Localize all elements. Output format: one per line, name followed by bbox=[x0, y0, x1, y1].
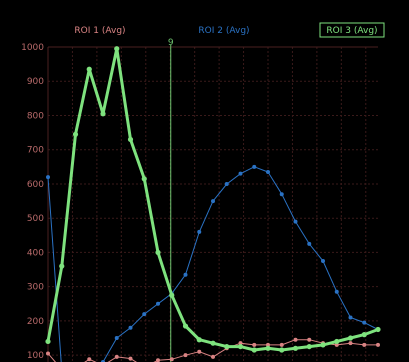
data-point bbox=[183, 353, 188, 358]
data-point bbox=[46, 351, 50, 356]
data-point bbox=[182, 323, 189, 329]
grid bbox=[47, 46, 378, 362]
data-point bbox=[169, 292, 175, 298]
data-point bbox=[127, 136, 134, 143]
y-tick-label: 1000 bbox=[21, 43, 44, 53]
legend-selected-box bbox=[319, 22, 385, 38]
data-point bbox=[114, 354, 119, 359]
y-tick-label: 700 bbox=[27, 146, 44, 156]
data-point bbox=[197, 229, 202, 234]
data-point bbox=[376, 342, 380, 347]
data-point bbox=[279, 347, 285, 353]
data-point bbox=[142, 312, 147, 317]
data-point bbox=[196, 337, 202, 343]
data-point bbox=[183, 272, 188, 277]
data-point bbox=[307, 241, 312, 246]
data-point bbox=[156, 301, 160, 306]
data-point bbox=[252, 164, 257, 169]
y-axis: 100 200 300 400 500 600 700 800 900 1000 bbox=[21, 43, 44, 361]
data-point bbox=[348, 341, 353, 346]
data-point bbox=[45, 338, 51, 345]
data-point bbox=[87, 357, 92, 362]
legend-entry-3[interactable]: ROI 3 (Avg) bbox=[326, 26, 377, 36]
data-point bbox=[292, 345, 299, 351]
data-point bbox=[156, 358, 160, 362]
data-point bbox=[72, 131, 79, 137]
legend[interactable]: ROI 1 (Avg) ROI 2 (Avg) ROI 3 (Avg) bbox=[74, 22, 385, 38]
data-point bbox=[128, 325, 133, 330]
data-point bbox=[266, 342, 270, 347]
data-point bbox=[347, 335, 354, 341]
data-point bbox=[306, 343, 312, 350]
data-point bbox=[293, 219, 298, 224]
legend-entry-1[interactable]: ROI 1 (Avg) bbox=[74, 26, 125, 36]
data-point bbox=[169, 357, 174, 362]
data-point bbox=[224, 181, 229, 186]
data-point bbox=[334, 338, 340, 345]
cursor-label: 9 bbox=[168, 38, 174, 48]
data-point bbox=[59, 263, 65, 269]
data-point bbox=[114, 336, 119, 341]
data-point bbox=[265, 345, 271, 351]
cursor[interactable]: 9 bbox=[168, 38, 174, 362]
data-point bbox=[238, 171, 243, 176]
data-point bbox=[224, 343, 230, 350]
data-point bbox=[100, 111, 106, 117]
data-point bbox=[334, 289, 339, 294]
data-point bbox=[86, 66, 92, 72]
y-tick-label: 900 bbox=[27, 77, 44, 87]
data-point bbox=[279, 342, 284, 347]
data-point bbox=[348, 315, 353, 320]
data-point bbox=[141, 176, 147, 182]
y-tick-label: 600 bbox=[27, 180, 44, 190]
data-point bbox=[211, 199, 215, 204]
data-point bbox=[361, 332, 367, 338]
data-point bbox=[252, 342, 257, 347]
y-tick-label: 400 bbox=[27, 248, 44, 258]
data-point bbox=[334, 342, 339, 347]
data-point bbox=[320, 342, 326, 348]
y-tick-label: 100 bbox=[27, 351, 44, 361]
data-point bbox=[375, 326, 381, 333]
series-group bbox=[45, 46, 381, 362]
data-point bbox=[266, 169, 270, 174]
data-point bbox=[211, 354, 215, 359]
data-point bbox=[307, 337, 312, 342]
legend-entry-2[interactable]: ROI 2 (Avg) bbox=[198, 26, 249, 36]
data-point bbox=[114, 46, 120, 52]
data-point bbox=[362, 342, 367, 347]
data-point bbox=[155, 249, 161, 256]
data-point bbox=[321, 258, 325, 263]
data-point bbox=[279, 192, 284, 197]
data-point bbox=[46, 175, 50, 180]
data-point bbox=[251, 347, 257, 353]
y-tick-label: 200 bbox=[27, 317, 44, 327]
data-point bbox=[238, 341, 243, 346]
data-point bbox=[237, 343, 244, 350]
data-point bbox=[210, 340, 216, 346]
data-point bbox=[128, 356, 133, 361]
y-tick-label: 800 bbox=[27, 111, 44, 121]
data-point bbox=[362, 320, 367, 325]
data-point bbox=[293, 337, 298, 342]
y-tick-label: 500 bbox=[27, 214, 44, 224]
y-tick-label: 300 bbox=[27, 283, 44, 293]
data-point bbox=[197, 349, 202, 354]
